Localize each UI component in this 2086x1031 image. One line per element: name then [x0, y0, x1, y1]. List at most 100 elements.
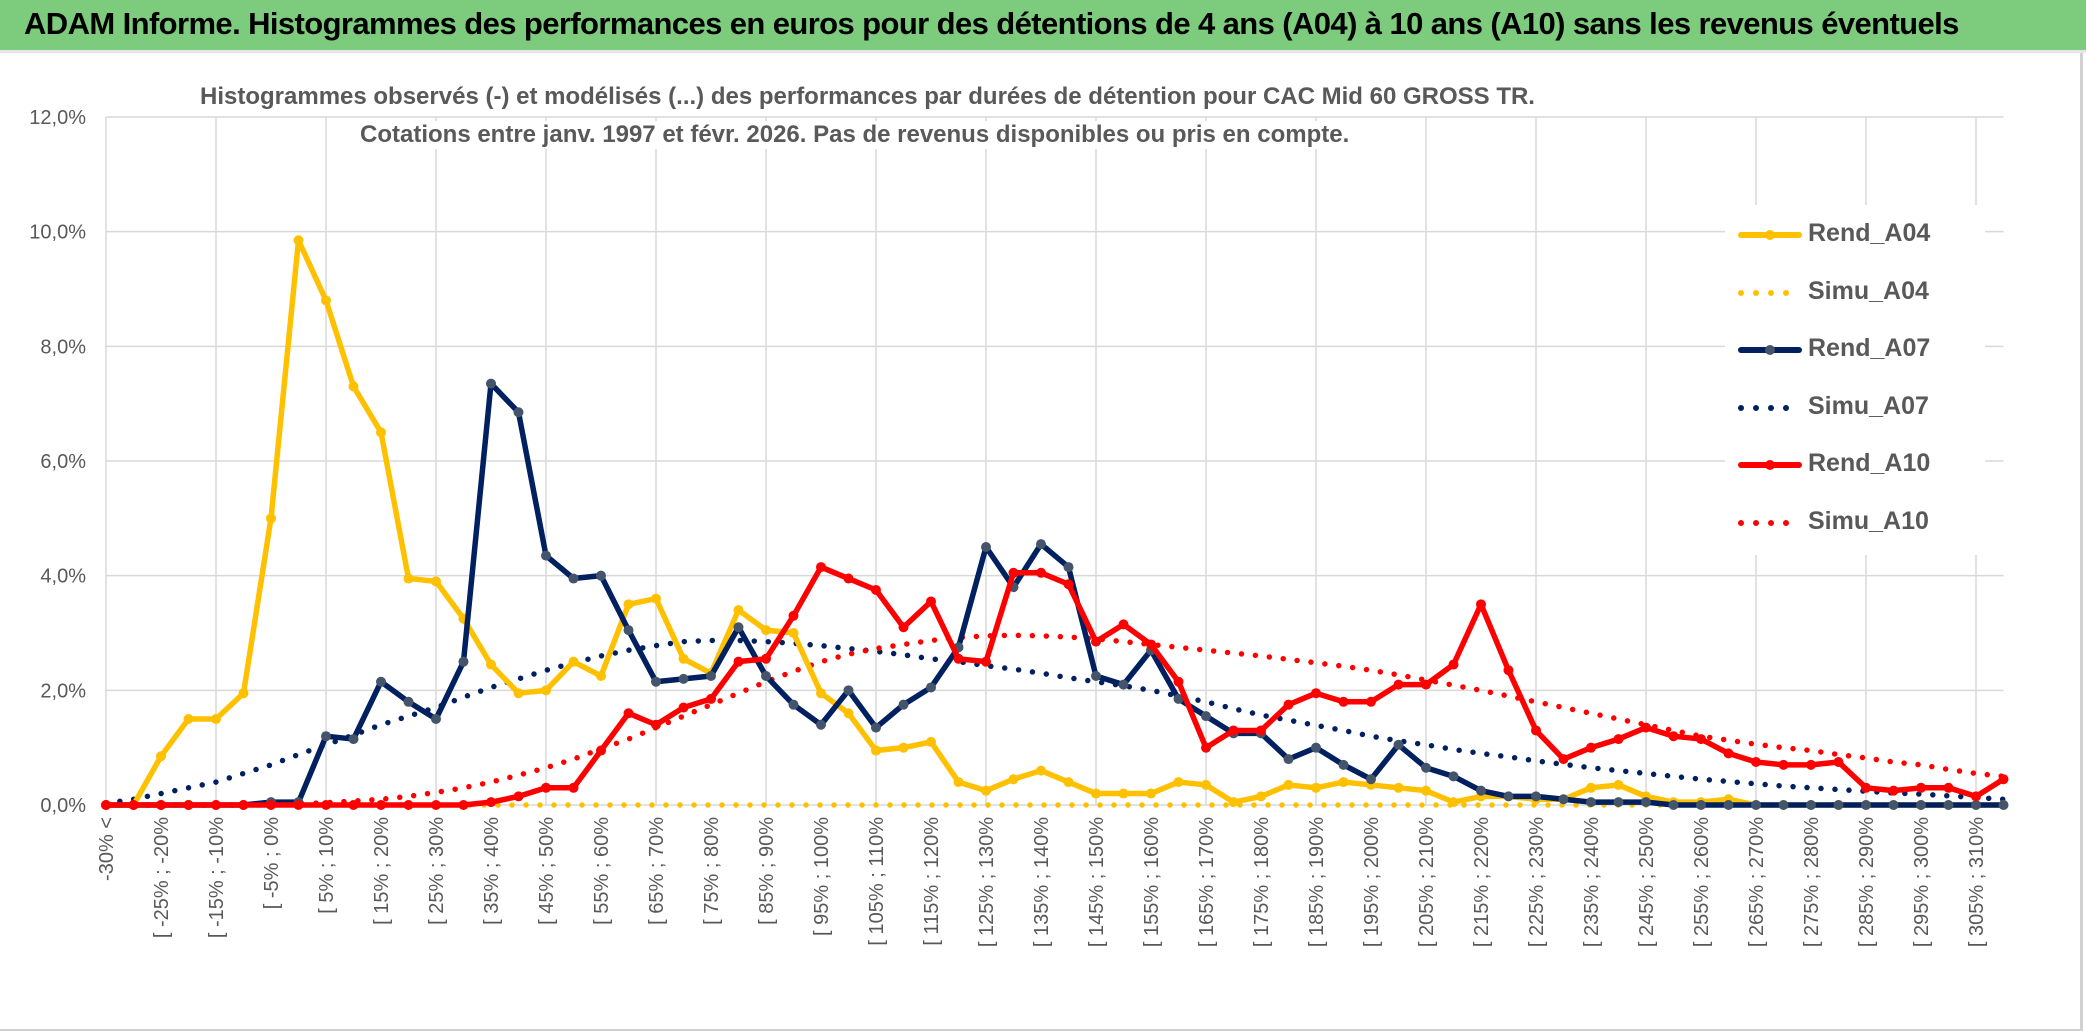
data-point-rend-a10	[101, 800, 111, 810]
data-point-rend-a10	[761, 653, 771, 664]
data-point-rend-a07	[1943, 800, 1954, 810]
legend-item-rend-a07: Rend_A07	[1725, 330, 1975, 370]
data-point-rend-a07	[1393, 739, 1404, 750]
data-point-rend-a10	[1173, 676, 1184, 687]
data-point-rend-a07	[458, 656, 469, 667]
data-point-rend-a07	[1723, 800, 1734, 810]
data-point-rend-a07	[1036, 539, 1046, 550]
data-point-rend-a04	[1338, 777, 1349, 788]
data-point-rend-a07	[733, 622, 744, 633]
data-point-rend-a10	[1476, 599, 1486, 610]
data-point-rend-a07	[376, 676, 386, 687]
data-point-rend-a07	[1366, 774, 1376, 785]
data-point-rend-a10	[981, 656, 991, 667]
data-point-rend-a07	[816, 719, 826, 730]
data-point-rend-a07	[898, 699, 909, 710]
chart-frame	[0, 53, 2083, 1031]
data-point-rend-a10	[1503, 665, 1514, 676]
data-point-rend-a07	[981, 542, 991, 552]
data-point-rend-a07	[871, 722, 881, 733]
x-tick-label: [ 55% ; 60%	[591, 817, 613, 925]
data-point-rend-a10	[1943, 782, 1954, 793]
data-point-rend-a07	[1971, 800, 1981, 810]
data-point-rend-a04	[156, 751, 166, 762]
data-point-rend-a07	[761, 671, 771, 681]
data-point-rend-a04	[1201, 779, 1211, 790]
x-tick-label: [ 105% ; 110%	[866, 817, 888, 946]
x-tick-label: [ 115% ; 120%	[921, 817, 943, 946]
x-tick-label: [ -15% ; -10%	[206, 817, 228, 938]
data-point-rend-a04	[623, 599, 634, 610]
data-point-rend-a07	[1751, 800, 1761, 810]
data-point-rend-a07	[1476, 785, 1486, 796]
data-point-rend-a10	[1806, 759, 1816, 770]
data-point-rend-a10	[1861, 782, 1871, 793]
data-point-rend-a10	[816, 562, 826, 573]
x-tick-label: [ 15% ; 20%	[371, 817, 393, 925]
legend-item-simu-a04: Simu_A04	[1725, 273, 1975, 313]
legend-marker	[1765, 230, 1775, 240]
data-point-rend-a04	[513, 688, 524, 699]
data-point-rend-a04	[403, 573, 414, 584]
series-line-rend-a10	[106, 564, 2005, 808]
x-axis-tick-labels: -30% < [ -25% ; -20% [ -15% ; -10% [ -5% ; …	[96, 817, 1988, 947]
data-point-rend-a10	[513, 791, 524, 802]
data-point-rend-a07	[431, 714, 441, 724]
series-line-simu-a10	[103, 632, 2007, 808]
data-point-rend-a04	[1283, 779, 1294, 790]
data-point-rend-a04	[1256, 791, 1266, 802]
data-point-rend-a04	[266, 513, 276, 524]
x-tick-label: [ 195% ; 200%	[1361, 817, 1383, 947]
data-point-rend-a10	[678, 702, 689, 713]
data-point-rend-a07	[1118, 679, 1129, 690]
data-point-rend-a10	[953, 653, 964, 664]
data-point-rend-a07	[1861, 800, 1871, 810]
data-point-rend-a04	[981, 785, 991, 796]
data-point-rend-a10	[1421, 679, 1431, 690]
data-point-rend-a07	[706, 671, 716, 681]
data-point-rend-a07	[1833, 800, 1844, 810]
data-point-rend-a10	[1146, 639, 1156, 650]
legend-swatch	[1738, 230, 1802, 240]
data-point-rend-a10	[843, 573, 854, 584]
data-point-rend-a10	[733, 656, 744, 667]
chart-title: Histogrammes observés (-) et modélisés (…	[200, 83, 1535, 111]
data-point-rend-a04	[348, 381, 359, 392]
data-point-rend-a07	[513, 407, 524, 418]
data-point-rend-a04	[843, 708, 854, 719]
x-tick-label: [ 65% ; 70%	[646, 817, 668, 925]
data-point-rend-a07	[1531, 791, 1541, 802]
data-point-rend-a04	[1393, 782, 1404, 793]
data-point-rend-a04	[321, 295, 331, 306]
legend-swatch	[1738, 404, 1800, 411]
x-tick-label: [ 235% ; 240%	[1581, 817, 1603, 947]
data-point-rend-a10	[1201, 742, 1211, 753]
data-point-rend-a04	[761, 625, 771, 636]
y-axis-tick-labels: 0,0% 2,0% 4,0% 6,0% 8,0% 10,0% 12,0%	[29, 107, 86, 817]
data-point-rend-a10	[403, 800, 414, 810]
legend-item-rend-a10: Rend_A10	[1725, 445, 1975, 485]
data-point-rend-a07	[1806, 800, 1816, 810]
data-point-rend-a07	[1283, 754, 1294, 765]
data-point-rend-a10	[898, 622, 909, 633]
data-point-rend-a04	[1448, 797, 1459, 808]
data-point-rend-a10	[431, 800, 441, 810]
x-tick-label: [ 85% ; 90%	[756, 817, 778, 925]
x-tick-label: [ 205% ; 210%	[1416, 817, 1438, 947]
data-point-rend-a04	[1118, 788, 1129, 799]
data-point-rend-a04	[1311, 782, 1321, 793]
data-point-rend-a07	[1201, 711, 1211, 722]
x-tick-label: [ 295% ; 300%	[1911, 817, 1933, 947]
y-tick-label: 6,0%	[40, 451, 86, 473]
data-point-rend-a07	[568, 573, 579, 584]
data-point-rend-a10	[1971, 791, 1981, 802]
data-point-rend-a04	[1421, 785, 1431, 796]
x-tick-label: [ 165% ; 170%	[1196, 817, 1218, 947]
data-point-rend-a07	[541, 550, 551, 561]
data-point-rend-a10	[266, 800, 276, 810]
data-point-rend-a04	[1063, 777, 1074, 788]
x-tick-label: [ 225% ; 230%	[1526, 817, 1548, 947]
y-tick-label: 4,0%	[40, 566, 86, 588]
x-tick-label: [ 145% ; 150%	[1086, 817, 1108, 947]
data-point-rend-a10	[376, 800, 386, 810]
